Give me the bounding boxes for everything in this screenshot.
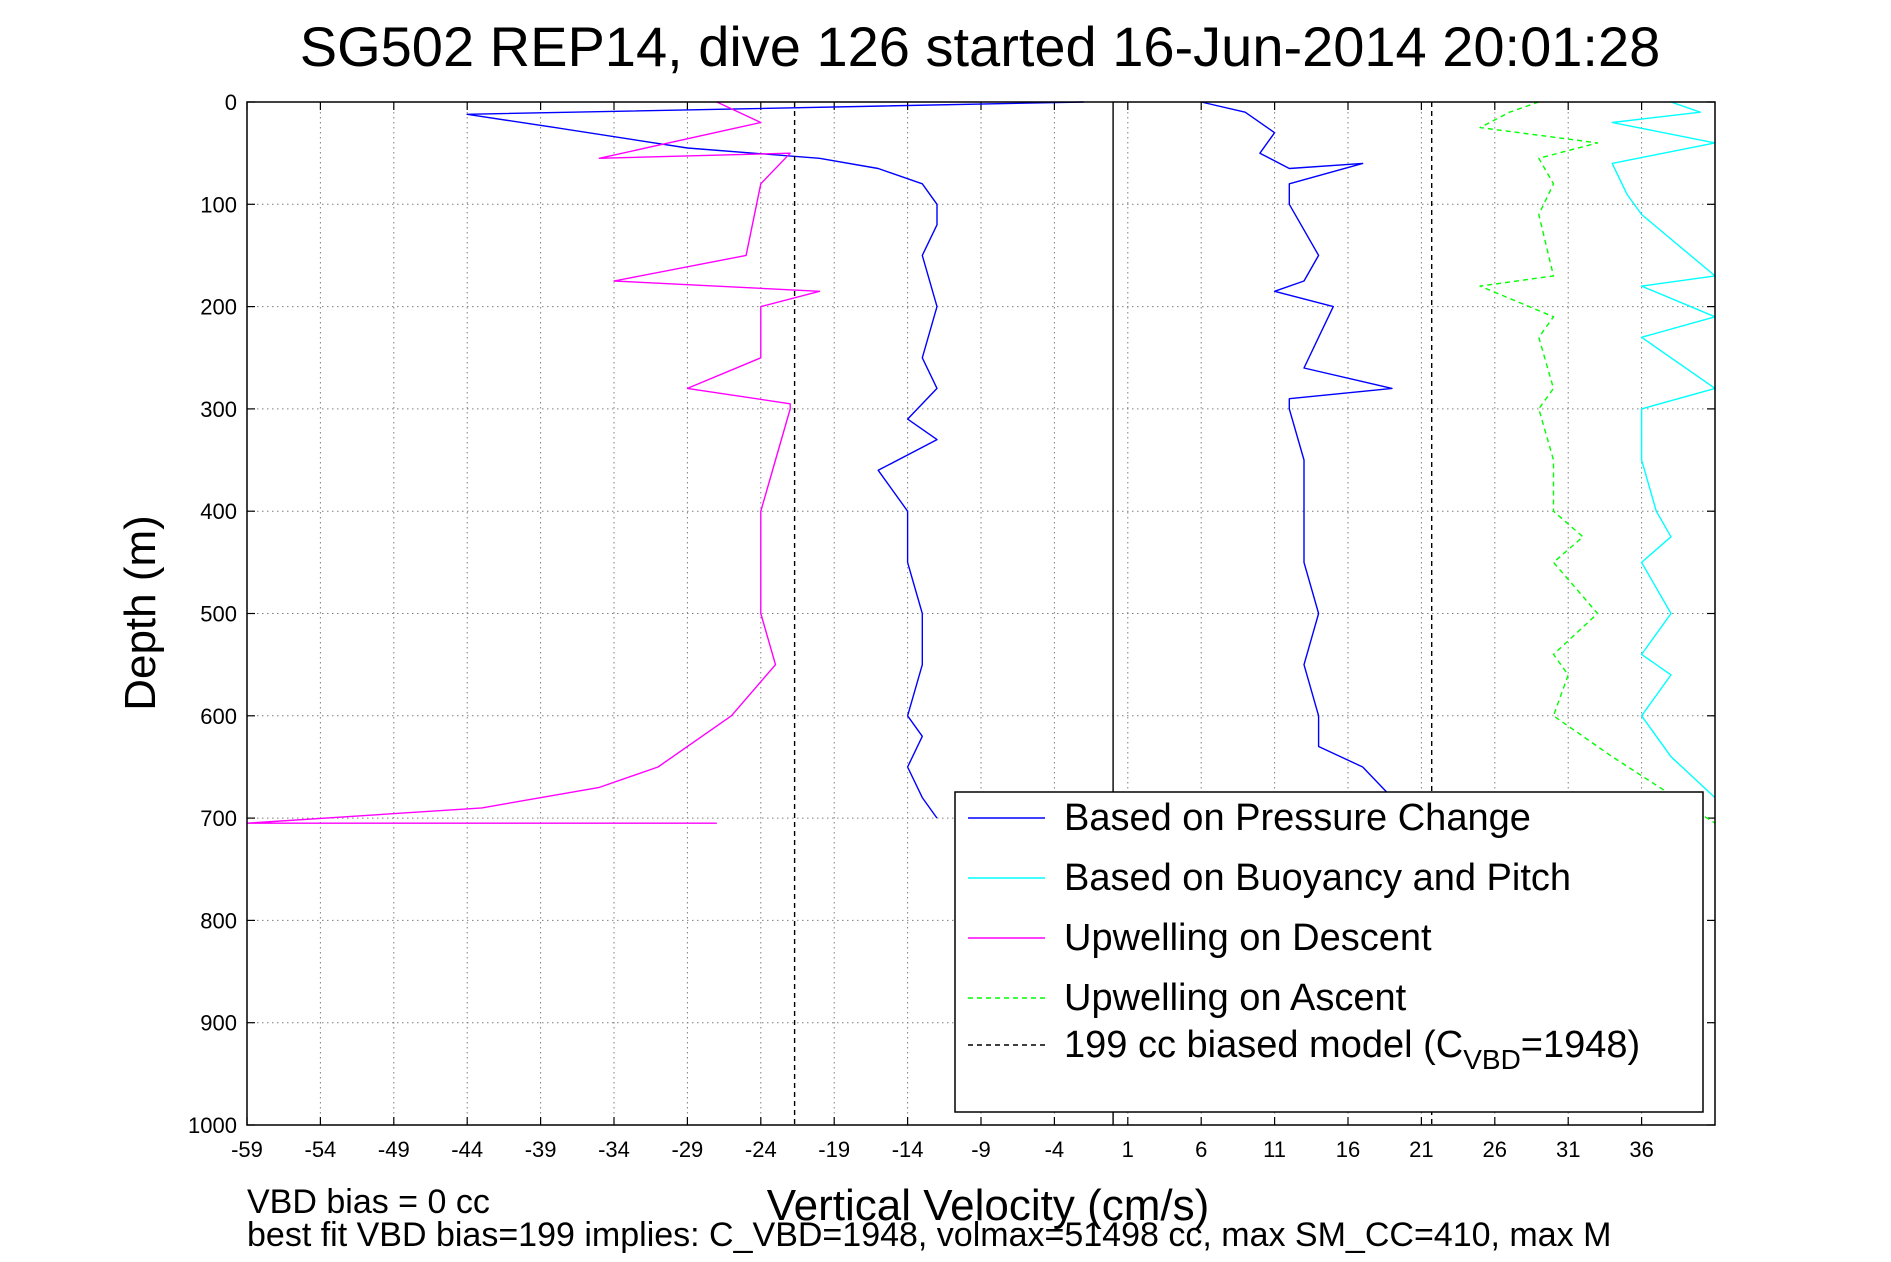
y-tick-label: 700	[200, 806, 237, 831]
grid-lines	[246, 101, 1715, 1126]
x-tick-label: 36	[1629, 1137, 1653, 1162]
y-tick-label: 800	[200, 908, 237, 933]
y-tick-label: 0	[225, 90, 237, 115]
y-tick-label: 100	[200, 192, 237, 217]
y-tick-label: 500	[200, 602, 237, 627]
x-tick-label: -54	[305, 1137, 337, 1162]
legend-label: Upwelling on Ascent	[1064, 977, 1407, 1019]
x-tick-label: 31	[1556, 1137, 1580, 1162]
y-tick-label: 200	[200, 295, 237, 320]
series-line-based-on-pressure-change	[466, 101, 1084, 819]
x-tick-label: -44	[451, 1137, 483, 1162]
x-tick-label: 26	[1483, 1137, 1507, 1162]
x-tick-label: 21	[1409, 1137, 1433, 1162]
footer-line-1: VBD bias = 0 cc	[247, 1183, 490, 1221]
series-line-upwelling-on-descent	[246, 101, 821, 824]
legend-label: Based on Pressure Change	[1064, 797, 1531, 839]
x-tick-label: -29	[672, 1137, 704, 1162]
legend-label: Upwelling on Descent	[1064, 917, 1432, 959]
series-line-based-on-buoyancy-and-pitch	[1611, 101, 1716, 799]
y-tick-label: 300	[200, 397, 237, 422]
y-tick-label: 1000	[188, 1113, 237, 1138]
x-tick-label: -19	[818, 1137, 850, 1162]
y-tick-label: 900	[200, 1011, 237, 1036]
legend: Based on Pressure Change Based on Buoyanc…	[954, 791, 1704, 1113]
x-tick-label: -39	[525, 1137, 557, 1162]
x-axis-label: Vertical Velocity (cm/s)	[767, 1181, 1210, 1230]
y-tick-labels: 0 100 200 300 400 500 600 700 800 900 1000	[188, 90, 237, 1138]
x-tick-label: 1	[1122, 1137, 1134, 1162]
x-tick-labels: -59 -54 -49 -44 -39 -34 -29 -24 -19 -14 -9 -4 1 6 11 16…	[231, 1137, 1654, 1162]
chart-title: SG502 REP14, dive 126 started 16-Jun-201…	[300, 15, 1661, 78]
axes-box	[246, 101, 1716, 1126]
x-tick-label: -24	[745, 1137, 777, 1162]
footer-line-2: best fit VBD bias=199 implies: C_VBD=194…	[247, 1216, 1611, 1254]
x-tick-label: -9	[971, 1137, 991, 1162]
y-axis-label: Depth (m)	[116, 515, 165, 711]
x-tick-label: 6	[1195, 1137, 1207, 1162]
x-tick-label: -49	[378, 1137, 410, 1162]
legend-box	[954, 791, 1704, 1113]
y-tick-label: 600	[200, 704, 237, 729]
x-tick-label: 11	[1263, 1137, 1286, 1162]
legend-label: 199 cc biased model (CVBD=1948)	[1064, 1024, 1640, 1075]
series-line-upwelling-on-ascent	[1479, 101, 1716, 824]
y-tick-label: 400	[200, 499, 237, 524]
x-tick-label: -34	[598, 1137, 630, 1162]
x-tick-label: -14	[892, 1137, 924, 1162]
x-tick-label: -4	[1045, 1137, 1065, 1162]
legend-label: Based on Buoyancy and Pitch	[1064, 857, 1571, 899]
x-tick-label: -59	[231, 1137, 263, 1162]
series-line-based-on-pressure-change	[1201, 101, 1393, 799]
x-tick-label: 16	[1336, 1137, 1360, 1162]
